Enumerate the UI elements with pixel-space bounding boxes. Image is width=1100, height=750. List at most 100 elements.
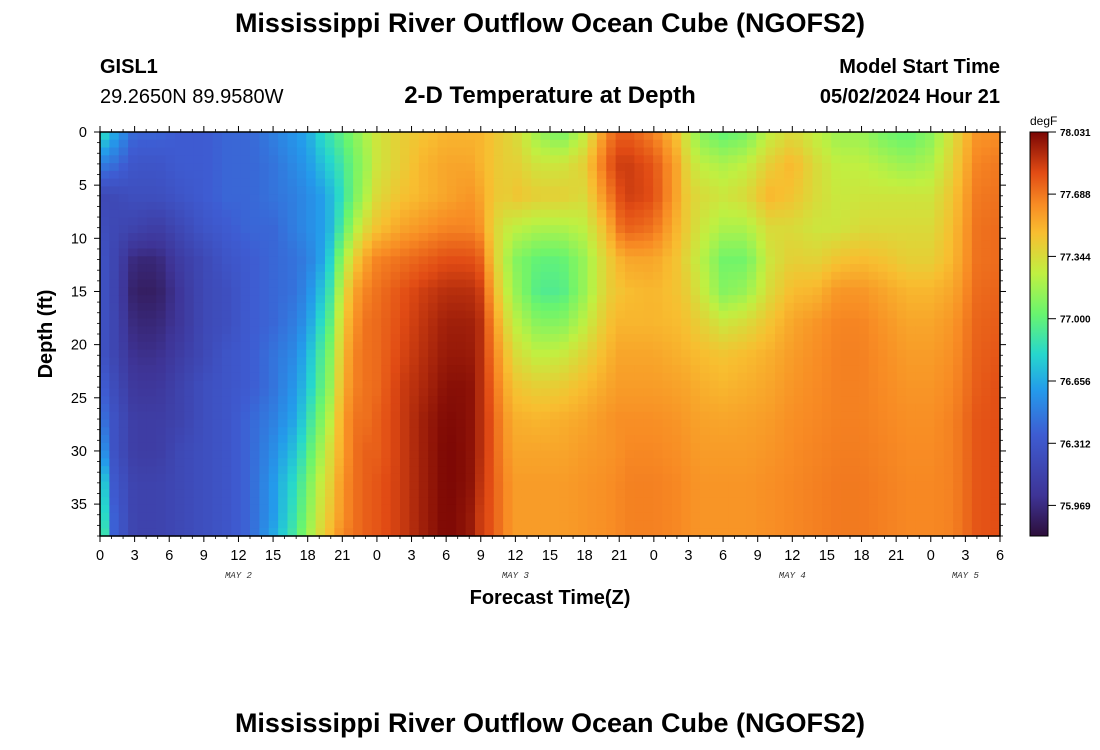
heatmap-cell <box>615 466 626 475</box>
heatmap-cell <box>925 411 935 421</box>
heatmap-cell <box>231 310 242 320</box>
heatmap-cell <box>718 427 729 436</box>
heatmap-cell <box>343 341 354 351</box>
heatmap-cell <box>953 186 964 195</box>
heatmap-cell <box>165 357 176 366</box>
heatmap-cell <box>521 186 532 195</box>
heatmap-cell <box>231 403 242 413</box>
heatmap-cell <box>643 372 654 382</box>
heatmap-cell <box>315 411 326 421</box>
heatmap-cell <box>493 326 504 335</box>
heatmap-cell <box>896 365 907 374</box>
heatmap-cell <box>146 396 157 405</box>
heatmap-cell <box>821 442 832 452</box>
heatmap-cell <box>100 147 110 156</box>
heatmap-cell <box>184 163 195 172</box>
heatmap-cell <box>343 194 354 203</box>
heatmap-cell <box>521 458 532 467</box>
heatmap-cell <box>268 256 279 265</box>
heatmap-cell <box>540 233 551 242</box>
heatmap-cell <box>306 264 317 273</box>
heatmap-cell <box>578 504 589 514</box>
heatmap-cell <box>184 264 195 273</box>
heatmap-cell <box>653 403 664 413</box>
heatmap-cell <box>409 403 420 413</box>
heatmap-cell <box>531 139 542 149</box>
heatmap-cell <box>850 233 860 242</box>
heatmap-cell <box>184 279 195 288</box>
heatmap-cell <box>915 163 926 172</box>
heatmap-cell <box>165 489 176 498</box>
heatmap-cell <box>250 163 260 172</box>
heatmap-cell <box>493 520 504 529</box>
heatmap-cell <box>418 365 429 374</box>
heatmap-cell <box>221 396 232 405</box>
heatmap-cell <box>109 419 120 428</box>
heatmap-cell <box>700 225 710 234</box>
heatmap-cell <box>259 349 270 358</box>
heatmap-cell <box>578 466 589 475</box>
heatmap-cell <box>428 209 439 219</box>
heatmap-cell <box>521 349 532 358</box>
heatmap-cell <box>850 396 860 405</box>
heatmap-cell <box>943 349 954 358</box>
heatmap-cell <box>746 403 757 413</box>
heatmap-cell <box>606 302 617 312</box>
heatmap-cell <box>700 403 710 413</box>
heatmap-cell <box>315 357 326 366</box>
heatmap-cell <box>859 302 870 312</box>
heatmap-cell <box>100 442 110 452</box>
heatmap-cell <box>100 155 110 164</box>
heatmap-cell <box>615 497 626 506</box>
heatmap-cell <box>596 341 607 351</box>
heatmap-cell <box>840 248 851 257</box>
heatmap-cell <box>315 302 326 312</box>
heatmap-cell <box>446 334 457 343</box>
heatmap-cell <box>278 217 289 226</box>
heatmap-cell <box>662 155 673 164</box>
heatmap-cell <box>925 365 935 374</box>
heatmap-cell <box>634 310 645 320</box>
heatmap-cell <box>175 240 185 250</box>
heatmap-cell <box>643 481 654 490</box>
heatmap-cell <box>137 435 148 444</box>
heatmap-cell <box>878 233 889 242</box>
heatmap-cell <box>409 318 420 327</box>
heatmap-cell <box>221 435 232 444</box>
heatmap-cell <box>381 442 392 452</box>
heatmap-cell <box>221 147 232 156</box>
heatmap-cell <box>868 334 879 343</box>
heatmap-cell <box>662 287 673 296</box>
heatmap-cell <box>146 357 157 366</box>
heatmap-cell <box>250 186 260 195</box>
heatmap-cell <box>568 411 579 421</box>
heatmap-cell <box>812 388 823 397</box>
heatmap-cell <box>475 326 485 335</box>
heatmap-cell <box>887 372 898 382</box>
heatmap-cell <box>868 349 879 358</box>
heatmap-cell <box>709 388 720 397</box>
heatmap-cell <box>503 279 514 288</box>
heatmap-cell <box>746 419 757 428</box>
heatmap-cell <box>634 520 645 529</box>
heatmap-cell <box>821 256 832 265</box>
heatmap-cell <box>475 442 485 452</box>
heatmap-cell <box>118 201 129 211</box>
heatmap-cell <box>465 419 476 428</box>
heatmap-cell <box>475 481 485 490</box>
heatmap-cell <box>625 233 635 242</box>
heatmap-cell <box>165 341 176 351</box>
heatmap-cell <box>784 419 795 428</box>
heatmap-cell <box>325 318 335 327</box>
heatmap-cell <box>953 512 964 522</box>
heatmap-cell <box>484 466 495 475</box>
heatmap-cell <box>596 481 607 490</box>
heatmap-cell <box>371 357 382 366</box>
heatmap-cell <box>671 334 682 343</box>
heatmap-cell <box>512 264 523 273</box>
heatmap-cell <box>437 194 448 203</box>
heatmap-cell <box>334 326 345 335</box>
heatmap-cell <box>953 217 964 226</box>
heatmap-cell <box>850 302 860 312</box>
heatmap-cell <box>456 419 467 428</box>
